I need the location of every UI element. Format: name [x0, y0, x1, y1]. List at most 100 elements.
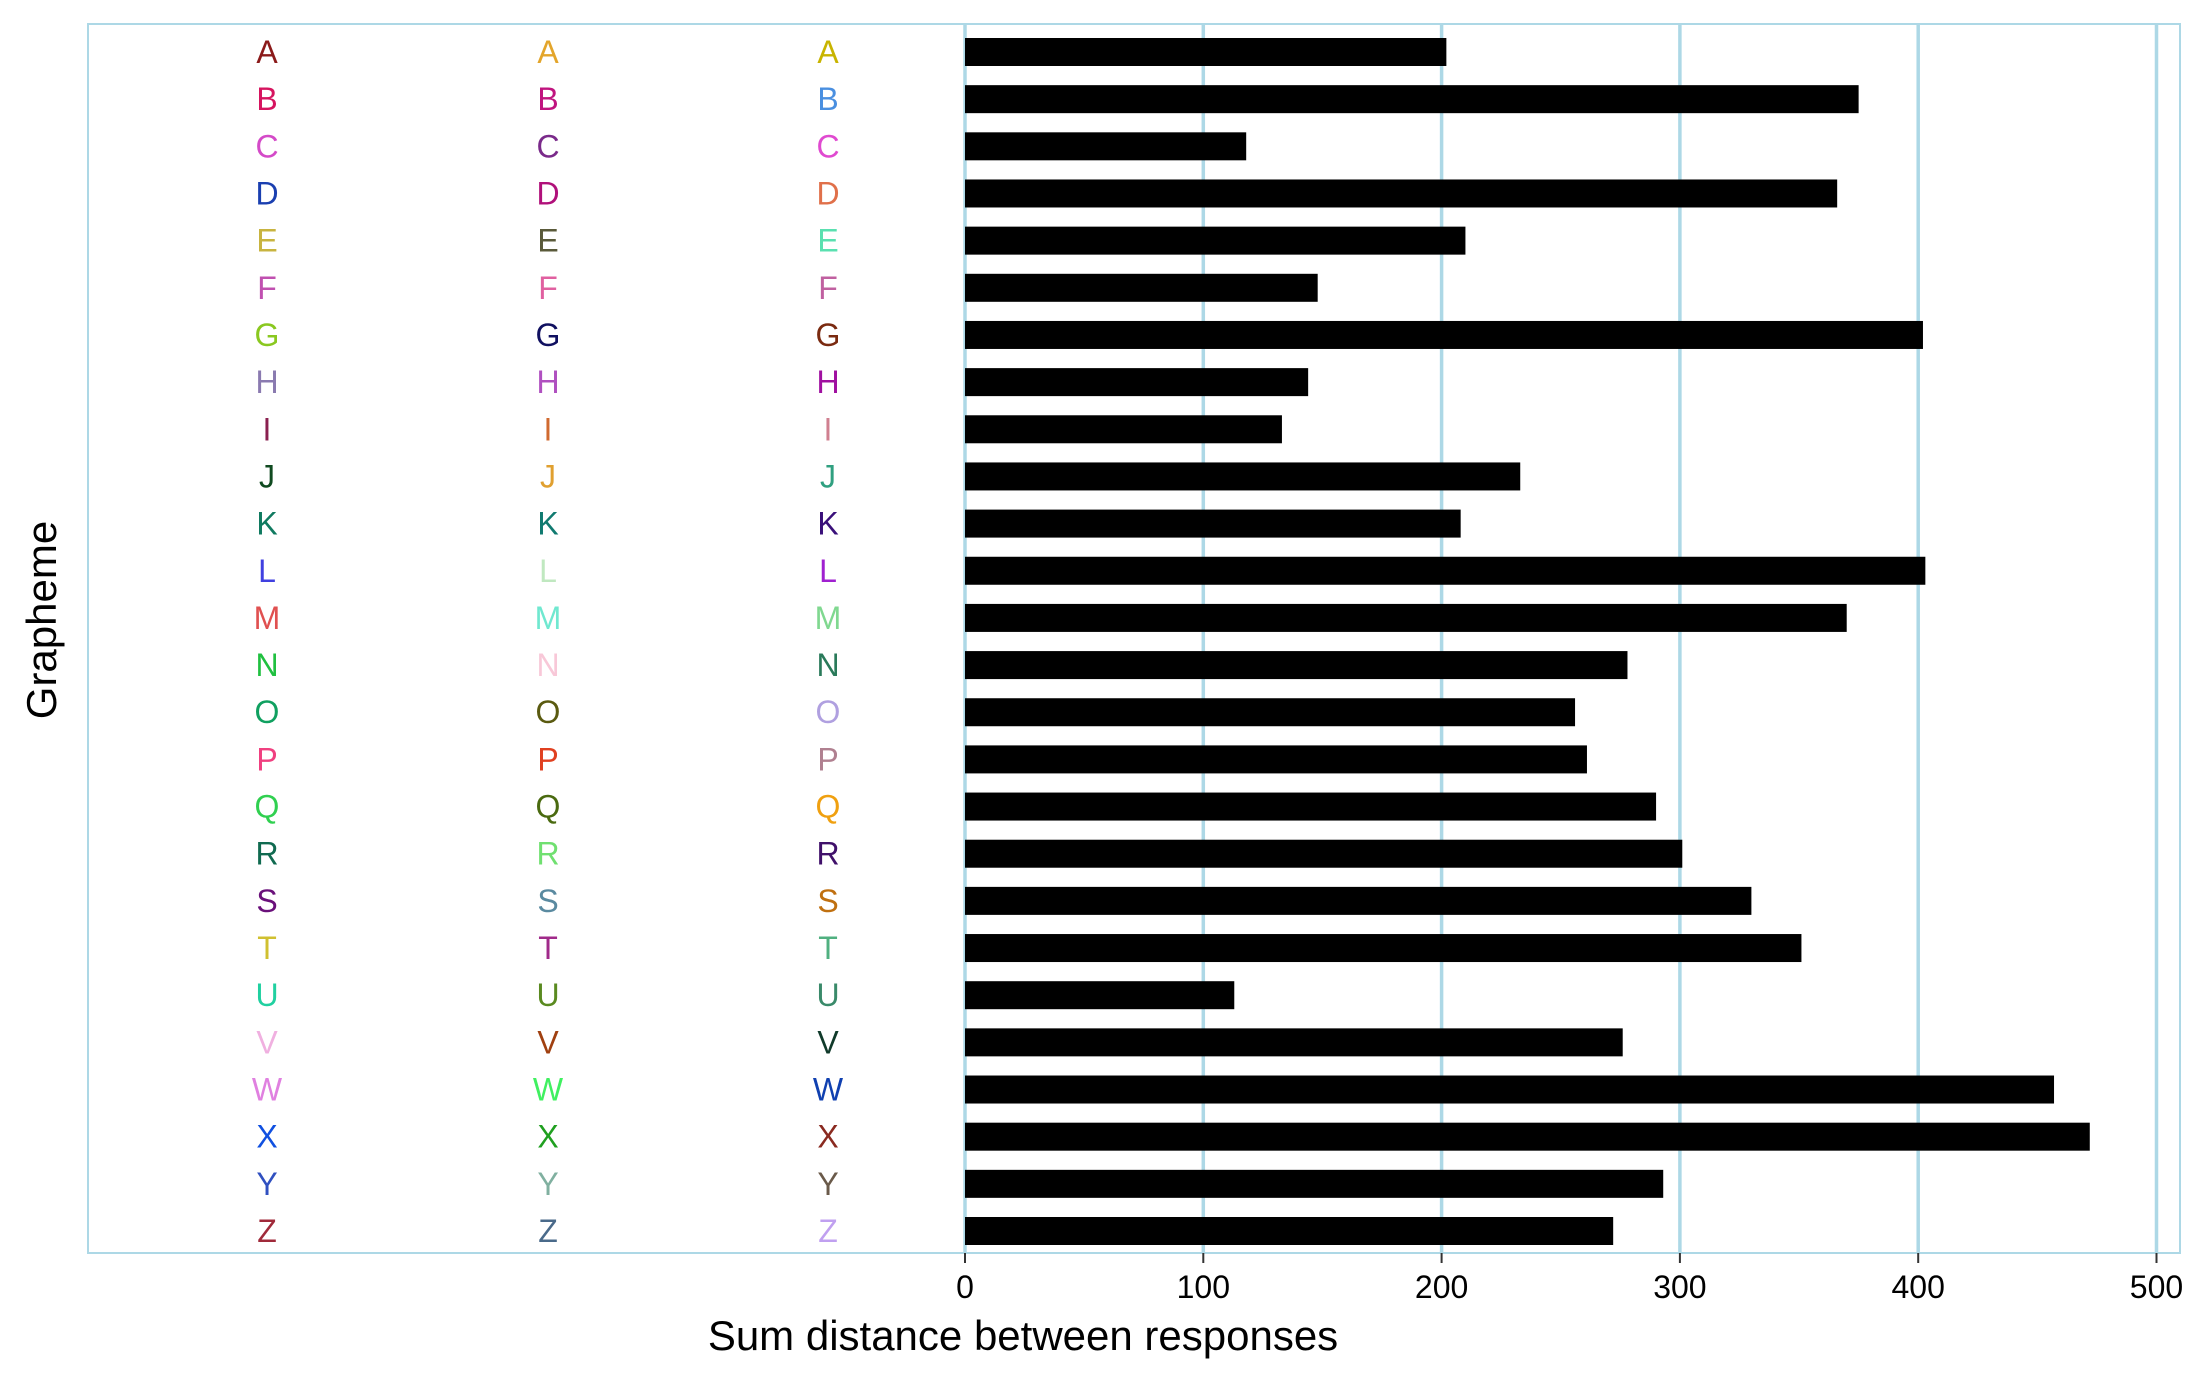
- grapheme-C-response-1: C: [255, 128, 278, 164]
- grapheme-P-response-3: P: [817, 741, 838, 777]
- bar-I: [965, 415, 1282, 444]
- x-tick-label-200: 200: [1415, 1269, 1468, 1305]
- grapheme-B-response-3: B: [817, 81, 838, 117]
- grapheme-E-response-1: E: [256, 223, 277, 259]
- grapheme-N-response-3: N: [816, 647, 839, 683]
- bar-C: [965, 132, 1247, 161]
- bars: [965, 38, 2090, 1245]
- bar-W: [965, 1075, 2055, 1104]
- grapheme-Y-response-2: Y: [537, 1166, 558, 1202]
- bar-O: [965, 698, 1576, 727]
- grapheme-P-response-2: P: [537, 741, 558, 777]
- grapheme-G-response-3: G: [816, 317, 841, 353]
- grapheme-U-response-3: U: [816, 977, 839, 1013]
- grapheme-S-response-3: S: [817, 883, 838, 919]
- grapheme-Y-response-3: Y: [817, 1166, 838, 1202]
- bar-V: [965, 1028, 1623, 1057]
- grapheme-P-response-1: P: [256, 741, 277, 777]
- grapheme-H-response-2: H: [536, 364, 559, 400]
- bar-J: [965, 462, 1521, 491]
- bar-G: [965, 320, 1923, 349]
- bar-Y: [965, 1169, 1664, 1198]
- grapheme-Q-response-1: Q: [255, 789, 280, 825]
- x-tick-label-0: 0: [956, 1269, 974, 1305]
- x-tick-label-100: 100: [1177, 1269, 1230, 1305]
- grapheme-C-response-3: C: [816, 128, 839, 164]
- grapheme-M-response-3: M: [815, 600, 842, 636]
- grapheme-J-response-3: J: [820, 458, 836, 494]
- grapheme-W-response-2: W: [533, 1072, 564, 1108]
- grapheme-letters: A A AB B BC C CD D DE E EF F FG G GH H HI I IJ J JK K KL L LM M MN…: [252, 34, 844, 1249]
- grapheme-W-response-1: W: [252, 1072, 283, 1108]
- grapheme-S-response-1: S: [256, 883, 277, 919]
- bar-U: [965, 981, 1235, 1010]
- grapheme-L-response-2: L: [539, 553, 557, 589]
- grapheme-D-response-2: D: [536, 175, 559, 211]
- grapheme-G-response-1: G: [255, 317, 280, 353]
- grapheme-V-response-2: V: [537, 1024, 559, 1060]
- grapheme-C-response-2: C: [536, 128, 559, 164]
- grapheme-R-response-1: R: [255, 836, 278, 872]
- grapheme-K-response-1: K: [256, 506, 277, 542]
- grapheme-O-response-3: O: [816, 694, 841, 730]
- grapheme-L-response-1: L: [258, 553, 276, 589]
- bar-S: [965, 886, 1752, 915]
- grapheme-X-response-3: X: [817, 1119, 838, 1155]
- bar-X: [965, 1122, 2090, 1151]
- grapheme-A-response-1: A: [256, 34, 278, 70]
- grapheme-R-response-2: R: [536, 836, 559, 872]
- grapheme-E-response-3: E: [817, 223, 838, 259]
- grapheme-J-response-2: J: [540, 458, 556, 494]
- bar-Q: [965, 792, 1657, 821]
- grapheme-D-response-1: D: [255, 175, 278, 211]
- grapheme-S-response-2: S: [537, 883, 558, 919]
- bar-R: [965, 839, 1683, 868]
- grapheme-R-response-3: R: [816, 836, 839, 872]
- bar-F: [965, 273, 1318, 302]
- grapheme-H-response-1: H: [255, 364, 278, 400]
- grapheme-E-response-2: E: [537, 223, 558, 259]
- grapheme-G-response-2: G: [536, 317, 561, 353]
- grapheme-K-response-2: K: [537, 506, 558, 542]
- grapheme-O-response-1: O: [255, 694, 280, 730]
- grapheme-W-response-3: W: [813, 1072, 844, 1108]
- plot-panel: [87, 23, 2181, 1254]
- x-axis-title: Sum distance between responses: [708, 1312, 1338, 1359]
- grapheme-U-response-1: U: [255, 977, 278, 1013]
- grapheme-U-response-2: U: [536, 977, 559, 1013]
- grapheme-T-response-1: T: [257, 930, 277, 966]
- gridlines: [963, 24, 2159, 1253]
- grapheme-Z-response-2: Z: [538, 1213, 558, 1249]
- bar-B: [965, 85, 1859, 114]
- bar-Z: [965, 1217, 1614, 1245]
- y-axis-title: Grapheme: [18, 521, 65, 719]
- grapheme-T-response-2: T: [538, 930, 558, 966]
- grapheme-V-response-1: V: [256, 1024, 278, 1060]
- grapheme-I-response-3: I: [824, 411, 833, 447]
- bar-K: [965, 509, 1461, 538]
- grapheme-H-response-3: H: [816, 364, 839, 400]
- grapheme-D-response-3: D: [816, 175, 839, 211]
- x-axis: 0 100 200 300 400 500: [956, 1253, 2183, 1305]
- bar-L: [965, 556, 1926, 585]
- bar-H: [965, 368, 1309, 397]
- grapheme-Q-response-2: Q: [536, 789, 561, 825]
- panel-border: [87, 23, 2181, 1254]
- bar-M: [965, 603, 1847, 632]
- grapheme-Z-response-3: Z: [818, 1213, 838, 1249]
- grapheme-A-response-2: A: [537, 34, 559, 70]
- x-tick-label-500: 500: [2130, 1269, 2183, 1305]
- grapheme-Y-response-1: Y: [256, 1166, 277, 1202]
- grapheme-T-response-3: T: [818, 930, 838, 966]
- grapheme-X-response-1: X: [256, 1119, 277, 1155]
- grapheme-J-response-1: J: [259, 458, 275, 494]
- grapheme-M-response-2: M: [535, 600, 562, 636]
- grapheme-F-response-1: F: [257, 270, 277, 306]
- grapheme-B-response-1: B: [256, 81, 277, 117]
- grapheme-I-response-2: I: [544, 411, 553, 447]
- bar-D: [965, 179, 1838, 208]
- grapheme-K-response-3: K: [817, 506, 838, 542]
- x-tick-label-400: 400: [1892, 1269, 1945, 1305]
